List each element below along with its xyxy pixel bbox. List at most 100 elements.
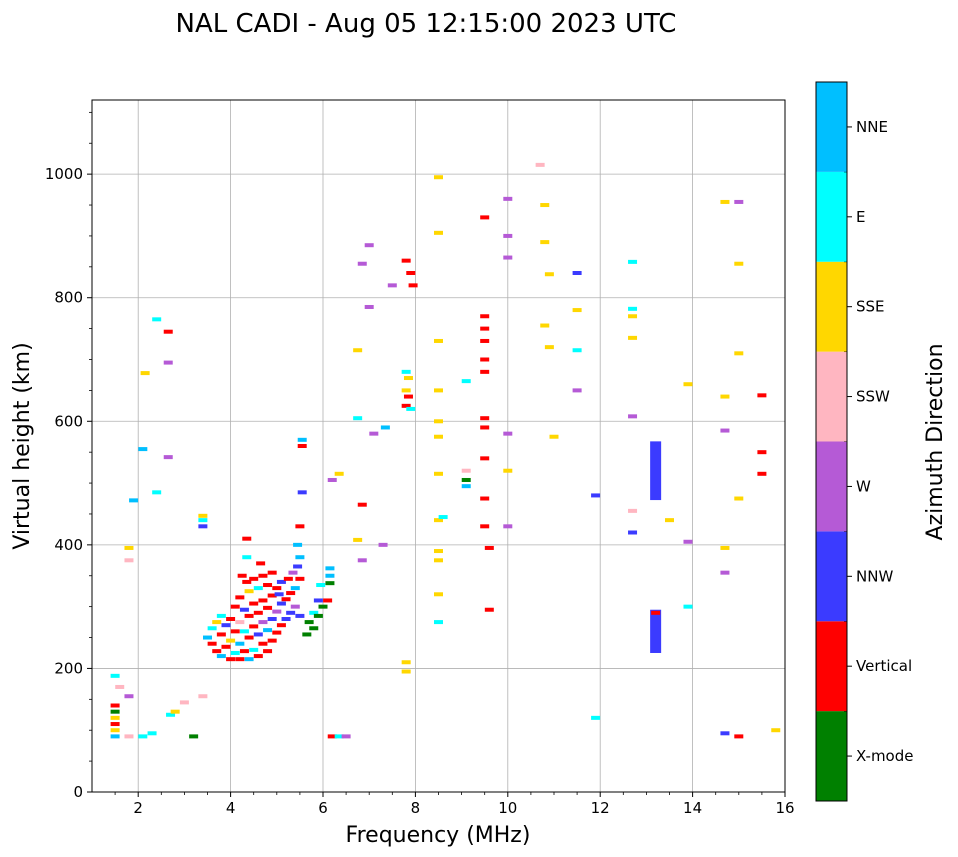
echo-mark <box>263 583 273 588</box>
echo-mark <box>434 620 443 625</box>
echo-mark <box>720 731 730 736</box>
echo-mark <box>110 728 120 733</box>
echo-mark <box>221 623 231 628</box>
echo-mark <box>239 607 249 612</box>
echo-mark <box>290 586 300 591</box>
echo-mark <box>237 573 247 578</box>
echo-mark <box>403 394 413 399</box>
echo-mark <box>313 598 323 603</box>
echo-mark <box>244 589 254 594</box>
echo-mark <box>212 620 222 625</box>
colorbar-label: NNW <box>856 567 893 585</box>
plot-background <box>92 100 785 792</box>
colorbar-segment <box>816 621 847 712</box>
echo-mark <box>734 261 744 266</box>
echo-mark <box>484 545 494 550</box>
colorbar-segment <box>816 351 847 442</box>
echo-mark <box>434 549 443 554</box>
echo-mark <box>572 348 582 353</box>
colorbar-segment <box>816 441 847 532</box>
echo-mark <box>242 536 252 541</box>
echo-mark <box>283 576 293 581</box>
echo-mark <box>480 416 490 421</box>
echo-mark <box>380 425 390 430</box>
echo-mark <box>286 610 296 615</box>
echo-mark <box>198 518 208 523</box>
echo-mark <box>110 722 120 727</box>
echo-mark <box>480 496 490 501</box>
echo-mark <box>295 524 305 529</box>
echo-mark <box>235 620 245 625</box>
echo-mark <box>110 703 120 708</box>
echo-mark <box>297 444 307 448</box>
echo-mark <box>293 542 303 547</box>
echo-mark <box>401 660 411 665</box>
echo-mark <box>364 243 374 248</box>
x-tick-label: 4 <box>226 799 236 817</box>
echo-mark <box>115 684 125 689</box>
echo-mark <box>110 734 120 739</box>
echo-mark <box>226 638 236 643</box>
echo-mark <box>434 592 443 597</box>
echo-mark <box>276 579 286 584</box>
echo-mark <box>110 673 120 678</box>
echo-mark <box>325 573 335 578</box>
x-tick-label: 6 <box>318 799 328 817</box>
echo-mark <box>302 632 312 637</box>
echo-mark <box>461 468 471 473</box>
echo-mark <box>230 604 240 609</box>
echo-mark <box>628 259 638 264</box>
echo-mark <box>434 518 443 523</box>
echo-mark <box>138 447 148 452</box>
echo-mark <box>253 610 263 615</box>
echo-mark <box>272 586 282 591</box>
colorbar-title: Azimuth Direction <box>923 343 948 540</box>
echo-mark <box>138 734 148 739</box>
echo-mark <box>235 595 245 600</box>
x-tick-label: 8 <box>411 799 421 817</box>
echo-mark <box>207 641 217 646</box>
echo-mark <box>230 650 240 655</box>
echo-mark <box>461 379 471 384</box>
echo-mark <box>757 450 767 455</box>
colorbar-segment <box>816 171 847 262</box>
colorbar-label: NNE <box>856 118 888 136</box>
echo-mark <box>401 258 411 263</box>
grid-lines <box>92 100 785 792</box>
echo-mark <box>249 576 259 581</box>
echo-mark <box>720 545 730 550</box>
colorbar-segment <box>816 531 847 622</box>
echo-mark <box>242 579 252 584</box>
echo-mark <box>683 382 693 387</box>
echo-mark <box>540 323 550 328</box>
echo-mark <box>140 371 150 376</box>
echo-mark <box>401 388 411 393</box>
echo-mark <box>203 635 212 640</box>
echo-mark <box>438 515 448 520</box>
echo-mark <box>249 624 259 629</box>
colorbar-label: SSE <box>856 298 885 316</box>
echo-mark <box>734 734 744 739</box>
echo-mark <box>242 555 252 560</box>
echo-mark <box>272 630 282 635</box>
echo-mark <box>152 317 162 322</box>
echo-mark <box>591 715 601 720</box>
echo-mark <box>198 524 208 529</box>
echo-mark <box>720 199 730 204</box>
echo-mark <box>720 570 730 575</box>
echo-mark <box>295 613 305 618</box>
x-tick-label: 12 <box>591 799 610 817</box>
x-tick-label: 10 <box>498 799 517 817</box>
echo-mark <box>318 604 328 609</box>
colorbar-segment <box>816 261 847 352</box>
echo-mark <box>253 632 263 637</box>
echo-mark <box>544 272 554 277</box>
echo-mark <box>572 271 582 275</box>
echo-mark <box>480 215 490 220</box>
echo-marks <box>110 162 781 739</box>
echo-mark <box>378 542 388 547</box>
echo-mark <box>239 649 249 654</box>
echo-mark <box>281 617 291 621</box>
echo-mark <box>327 477 337 482</box>
